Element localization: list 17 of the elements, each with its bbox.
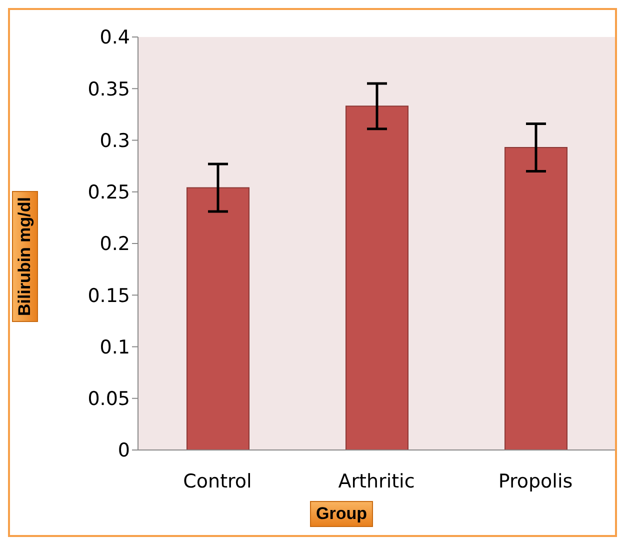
- bar: [186, 187, 250, 450]
- y-tick-label: 0.3: [100, 130, 130, 152]
- y-tick-label: 0.15: [88, 284, 130, 307]
- y-tick-label: 0: [118, 440, 130, 462]
- bar: [504, 146, 568, 450]
- x-tick-label: Arthritic: [338, 470, 415, 492]
- x-tick-label: Control: [183, 470, 252, 492]
- y-tick-label: 0.2: [100, 233, 130, 256]
- x-tick-label: Propolis: [498, 470, 573, 492]
- y-axis-title: Bilirubin mg/dl: [12, 191, 38, 322]
- bar: [346, 106, 408, 450]
- y-tick-label: 0.4: [100, 26, 130, 49]
- y-tick-label: 0.05: [88, 388, 130, 410]
- y-tick-label: 0.35: [88, 78, 130, 100]
- x-axis-title: Group: [310, 501, 373, 527]
- y-tick-label: 0.1: [100, 336, 130, 358]
- y-tick-label: 0.25: [88, 182, 130, 204]
